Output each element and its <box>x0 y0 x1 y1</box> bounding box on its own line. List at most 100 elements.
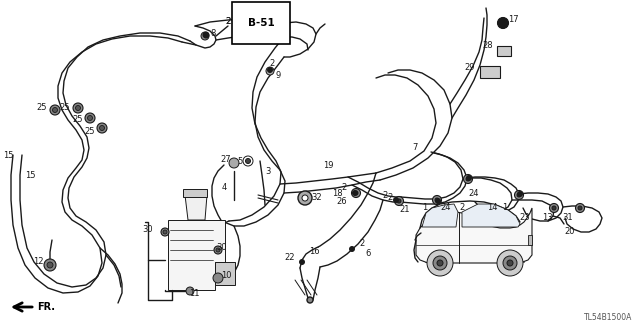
Circle shape <box>99 125 104 131</box>
Polygon shape <box>185 195 207 220</box>
Text: 22: 22 <box>285 253 295 262</box>
Text: 1: 1 <box>422 204 428 212</box>
Circle shape <box>517 193 521 197</box>
Circle shape <box>201 32 209 40</box>
Circle shape <box>88 116 93 121</box>
Text: 14: 14 <box>487 203 497 212</box>
Circle shape <box>507 260 513 266</box>
Text: 10: 10 <box>221 270 231 279</box>
Circle shape <box>186 287 194 295</box>
Circle shape <box>497 18 509 28</box>
Circle shape <box>515 190 524 199</box>
Text: 24: 24 <box>441 203 451 212</box>
Circle shape <box>214 246 222 254</box>
Text: 7: 7 <box>412 143 418 153</box>
Circle shape <box>575 204 584 212</box>
Text: 29: 29 <box>465 63 476 73</box>
Text: 25: 25 <box>60 103 70 113</box>
Polygon shape <box>215 262 235 285</box>
Circle shape <box>433 256 447 270</box>
Circle shape <box>397 199 401 203</box>
Circle shape <box>427 250 453 276</box>
Circle shape <box>437 260 443 266</box>
Bar <box>183 189 207 197</box>
Circle shape <box>578 206 582 210</box>
Text: 13: 13 <box>541 213 552 222</box>
Text: 3: 3 <box>266 167 271 177</box>
Text: 23: 23 <box>520 213 531 222</box>
Circle shape <box>163 230 167 234</box>
Text: 16: 16 <box>308 247 319 257</box>
Text: 15: 15 <box>25 171 35 180</box>
Circle shape <box>354 191 358 195</box>
Circle shape <box>552 206 556 210</box>
Circle shape <box>393 197 399 203</box>
Text: 26: 26 <box>337 197 348 206</box>
Circle shape <box>44 259 56 271</box>
Text: 19: 19 <box>323 161 333 170</box>
Text: 20: 20 <box>564 228 575 236</box>
Text: 12: 12 <box>33 258 44 267</box>
Circle shape <box>267 67 273 73</box>
Text: 2: 2 <box>387 193 392 202</box>
Circle shape <box>85 113 95 123</box>
Circle shape <box>352 190 358 196</box>
Text: 15: 15 <box>3 150 13 159</box>
Bar <box>528 235 532 245</box>
Polygon shape <box>168 220 225 290</box>
Text: B-51: B-51 <box>248 18 275 28</box>
Circle shape <box>73 103 83 113</box>
Polygon shape <box>416 208 532 263</box>
Text: 2: 2 <box>341 183 347 193</box>
Circle shape <box>298 191 312 205</box>
Text: 6: 6 <box>365 249 371 258</box>
Text: 30: 30 <box>143 226 154 235</box>
Text: 18: 18 <box>332 188 342 197</box>
Circle shape <box>351 188 360 197</box>
Circle shape <box>435 198 441 204</box>
Circle shape <box>435 198 439 202</box>
Text: 25: 25 <box>73 116 83 124</box>
Circle shape <box>216 248 220 252</box>
Bar <box>497 46 511 56</box>
Circle shape <box>394 196 403 205</box>
Text: 27: 27 <box>221 156 231 164</box>
Text: 11: 11 <box>189 289 199 298</box>
Circle shape <box>50 105 60 115</box>
Circle shape <box>243 156 253 166</box>
Text: 9: 9 <box>275 71 280 81</box>
Text: 30: 30 <box>217 244 227 252</box>
Polygon shape <box>462 204 520 227</box>
Text: 31: 31 <box>563 213 573 222</box>
Text: FR.: FR. <box>37 302 55 312</box>
Circle shape <box>161 228 169 236</box>
Text: 5: 5 <box>237 156 243 165</box>
Text: 25: 25 <box>84 127 95 137</box>
Circle shape <box>76 106 81 110</box>
Circle shape <box>307 297 313 303</box>
Circle shape <box>433 196 442 204</box>
Circle shape <box>52 108 58 113</box>
Text: 2: 2 <box>360 238 365 247</box>
Circle shape <box>246 158 250 164</box>
Text: 2: 2 <box>382 191 388 201</box>
Circle shape <box>213 273 223 283</box>
Circle shape <box>503 256 517 270</box>
Text: 32: 32 <box>312 193 323 202</box>
Circle shape <box>463 174 472 183</box>
Circle shape <box>497 250 523 276</box>
Text: 24: 24 <box>468 188 479 197</box>
Text: 2: 2 <box>225 18 230 27</box>
Bar <box>480 66 500 78</box>
Circle shape <box>497 18 509 28</box>
Circle shape <box>229 158 239 168</box>
Text: 8: 8 <box>211 28 216 37</box>
Circle shape <box>202 31 209 38</box>
Circle shape <box>97 123 107 133</box>
Circle shape <box>550 204 559 212</box>
Text: 1: 1 <box>502 203 508 212</box>
Circle shape <box>47 262 53 268</box>
Text: 28: 28 <box>483 42 493 51</box>
Text: 4: 4 <box>221 183 227 193</box>
Circle shape <box>349 246 355 252</box>
